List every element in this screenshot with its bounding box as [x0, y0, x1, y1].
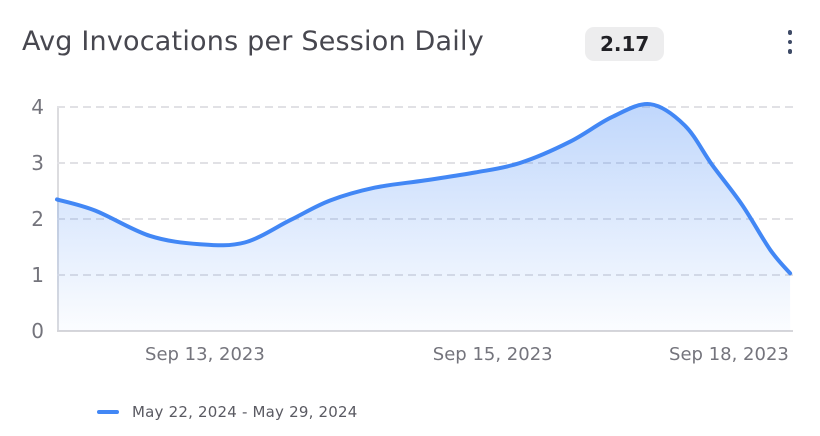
y-axis-label-1: 1	[31, 263, 44, 287]
x-axis-label-1: Sep 15, 2023	[432, 344, 553, 365]
gridline-y-4	[57, 106, 793, 108]
gridline-y-3	[57, 162, 793, 164]
kebab-dot	[787, 39, 793, 45]
average-value: 2.17	[600, 32, 650, 56]
average-value-badge: 2.17	[585, 27, 665, 61]
y-axis-label-2: 2	[31, 207, 44, 231]
series-area	[57, 104, 791, 331]
x-axis-label-0: Sep 13, 2023	[145, 344, 265, 365]
series-line[interactable]	[55, 102, 793, 276]
y-axis-label-3: 3	[31, 151, 44, 175]
chart-title: Avg Invocations per Session Daily	[22, 26, 484, 57]
legend-item[interactable]: May 22, 2024 - May 29, 2024	[97, 403, 358, 421]
legend-swatch	[97, 410, 119, 414]
kebab-dot	[787, 30, 793, 35]
kebab-menu-icon[interactable]	[776, 24, 804, 60]
legend-label: May 22, 2024 - May 29, 2024	[132, 403, 358, 421]
y-axis-label-4: 4	[31, 95, 44, 119]
y-axis-label-0: 0	[31, 319, 44, 343]
x-axis-label-2: Sep 18, 2023	[669, 344, 789, 365]
kebab-dot	[787, 49, 793, 54]
